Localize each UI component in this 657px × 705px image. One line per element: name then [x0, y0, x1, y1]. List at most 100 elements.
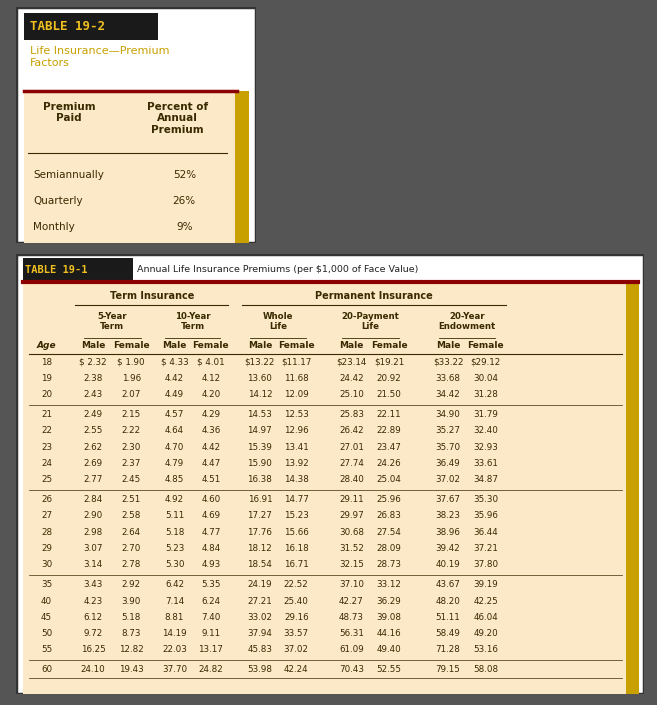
- Text: 20.92: 20.92: [376, 374, 401, 383]
- Text: 32.15: 32.15: [339, 560, 364, 570]
- Text: 7.40: 7.40: [201, 613, 221, 622]
- Text: $ 4.33: $ 4.33: [161, 357, 189, 367]
- Text: 22.89: 22.89: [376, 427, 401, 436]
- Text: 45.83: 45.83: [248, 645, 273, 654]
- Text: 36.44: 36.44: [474, 528, 498, 537]
- Text: 25.96: 25.96: [376, 495, 401, 504]
- Text: 79.15: 79.15: [436, 666, 461, 674]
- Text: 19: 19: [41, 374, 52, 383]
- Text: 58.49: 58.49: [436, 629, 461, 638]
- Text: 1.96: 1.96: [122, 374, 141, 383]
- Text: 19.43: 19.43: [119, 666, 144, 674]
- Text: 4.85: 4.85: [165, 475, 184, 484]
- Text: 35: 35: [41, 580, 52, 589]
- Text: 37.94: 37.94: [248, 629, 272, 638]
- Text: 5.35: 5.35: [201, 580, 221, 589]
- Text: 24.10: 24.10: [81, 666, 105, 674]
- Text: Semiannually: Semiannually: [34, 170, 104, 180]
- Text: 14.53: 14.53: [248, 410, 272, 419]
- Text: 2.49: 2.49: [83, 410, 102, 419]
- Text: 45: 45: [41, 613, 52, 622]
- Text: 49.20: 49.20: [474, 629, 498, 638]
- Text: 2.70: 2.70: [122, 544, 141, 553]
- Text: 25.83: 25.83: [339, 410, 364, 419]
- Text: 12.53: 12.53: [284, 410, 309, 419]
- Text: 40: 40: [41, 596, 52, 606]
- Text: 2.69: 2.69: [83, 459, 102, 468]
- Text: 39.19: 39.19: [474, 580, 498, 589]
- Text: 37.21: 37.21: [473, 544, 498, 553]
- Text: 30.04: 30.04: [473, 374, 498, 383]
- Text: 4.57: 4.57: [165, 410, 184, 419]
- Text: 58.08: 58.08: [473, 666, 498, 674]
- Text: 21.50: 21.50: [376, 391, 401, 399]
- Text: 24: 24: [41, 459, 52, 468]
- Text: 24.19: 24.19: [248, 580, 272, 589]
- Text: 8.73: 8.73: [122, 629, 141, 638]
- Text: 3.90: 3.90: [122, 596, 141, 606]
- Text: 2.84: 2.84: [83, 495, 102, 504]
- Text: 20-Year
Endowment: 20-Year Endowment: [438, 312, 495, 331]
- Text: Female: Female: [193, 341, 229, 350]
- Text: 28.73: 28.73: [376, 560, 401, 570]
- Text: 4.47: 4.47: [201, 459, 221, 468]
- Text: 27.01: 27.01: [339, 443, 364, 452]
- Text: 34.87: 34.87: [473, 475, 498, 484]
- Text: 4.23: 4.23: [83, 596, 102, 606]
- Text: 24.42: 24.42: [339, 374, 364, 383]
- Text: 2.07: 2.07: [122, 391, 141, 399]
- Text: 11.68: 11.68: [284, 374, 309, 383]
- Text: 42.24: 42.24: [284, 666, 309, 674]
- Text: 39.08: 39.08: [376, 613, 401, 622]
- Text: 2.77: 2.77: [83, 475, 102, 484]
- Text: 31.52: 31.52: [339, 544, 364, 553]
- Text: $19.21: $19.21: [374, 357, 404, 367]
- FancyBboxPatch shape: [23, 283, 626, 694]
- Text: 12.82: 12.82: [119, 645, 144, 654]
- Text: 61.09: 61.09: [339, 645, 364, 654]
- Text: 2.92: 2.92: [122, 580, 141, 589]
- Text: 18: 18: [41, 357, 52, 367]
- Text: 4.84: 4.84: [201, 544, 221, 553]
- Text: 16.91: 16.91: [248, 495, 272, 504]
- Text: 30.68: 30.68: [339, 528, 364, 537]
- Text: 32.40: 32.40: [473, 427, 498, 436]
- Text: 16.18: 16.18: [284, 544, 309, 553]
- Text: 18.12: 18.12: [248, 544, 272, 553]
- Text: 9.11: 9.11: [201, 629, 221, 638]
- Text: 3.07: 3.07: [83, 544, 102, 553]
- Text: 6.42: 6.42: [165, 580, 184, 589]
- Text: Term Insurance: Term Insurance: [110, 290, 194, 300]
- Text: 32.93: 32.93: [473, 443, 498, 452]
- Text: 29.11: 29.11: [339, 495, 364, 504]
- Text: 4.12: 4.12: [201, 374, 221, 383]
- Text: 37.70: 37.70: [162, 666, 187, 674]
- Text: 12.96: 12.96: [284, 427, 309, 436]
- Text: 14.77: 14.77: [284, 495, 309, 504]
- Text: 70.43: 70.43: [339, 666, 364, 674]
- Text: 4.49: 4.49: [165, 391, 184, 399]
- FancyBboxPatch shape: [24, 91, 235, 243]
- Text: Annual Life Insurance Premiums (per $1,000 of Face Value): Annual Life Insurance Premiums (per $1,0…: [137, 265, 419, 274]
- Text: Monthly: Monthly: [34, 221, 75, 232]
- Text: 56.31: 56.31: [339, 629, 364, 638]
- Text: TABLE 19-1: TABLE 19-1: [24, 264, 87, 275]
- Text: 37.02: 37.02: [284, 645, 309, 654]
- Text: 26%: 26%: [173, 196, 196, 206]
- Text: 2.30: 2.30: [122, 443, 141, 452]
- Text: $29.12: $29.12: [470, 357, 501, 367]
- Text: 33.12: 33.12: [376, 580, 401, 589]
- Text: Age: Age: [37, 341, 57, 350]
- Text: 28: 28: [41, 528, 52, 537]
- Text: 24.26: 24.26: [377, 459, 401, 468]
- Text: 2.62: 2.62: [83, 443, 102, 452]
- FancyBboxPatch shape: [235, 91, 249, 243]
- Text: Female: Female: [113, 341, 150, 350]
- Text: 29: 29: [41, 544, 52, 553]
- Text: 27.74: 27.74: [339, 459, 364, 468]
- Text: 2.22: 2.22: [122, 427, 141, 436]
- Text: 33.02: 33.02: [248, 613, 273, 622]
- Text: 15.23: 15.23: [284, 511, 309, 520]
- Text: 42.27: 42.27: [339, 596, 364, 606]
- Text: Female: Female: [467, 341, 504, 350]
